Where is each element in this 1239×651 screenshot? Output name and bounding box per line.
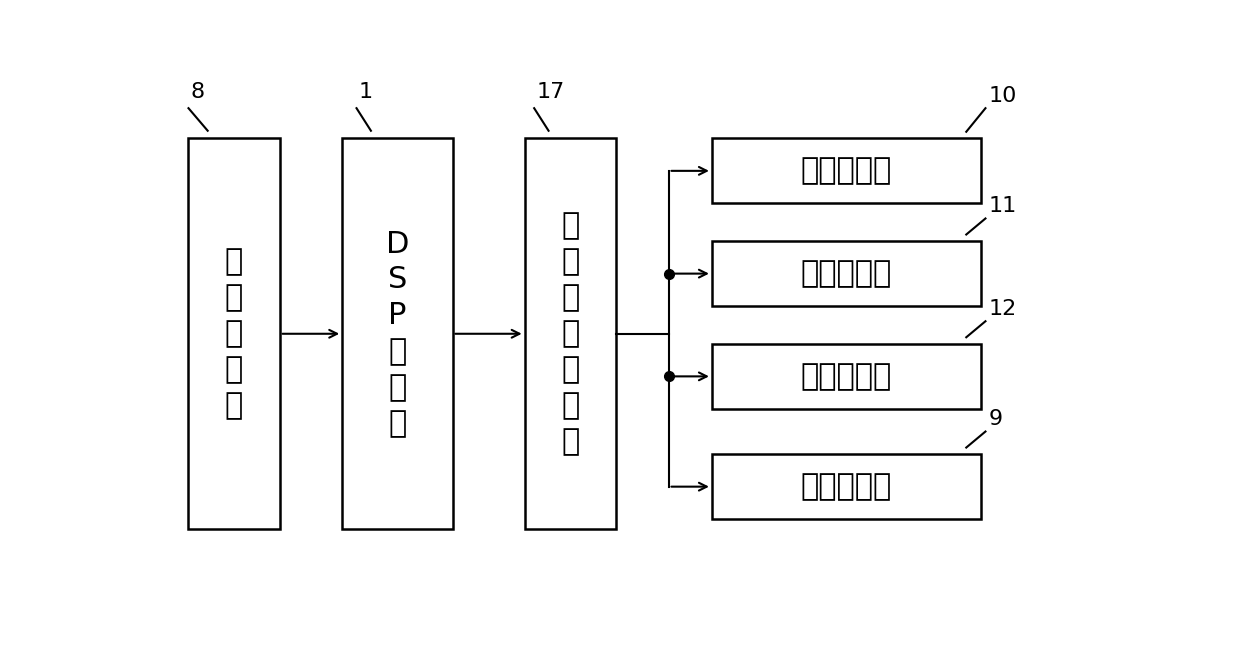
Text: 8: 8 xyxy=(191,82,204,102)
Bar xyxy=(711,138,981,203)
Text: D
S
P
控
制
板: D S P 控 制 板 xyxy=(385,230,409,438)
Text: 第三拍摄箱: 第三拍摄箱 xyxy=(800,362,892,391)
Text: 11: 11 xyxy=(989,196,1017,216)
Text: 第四拍摄箱: 第四拍摄箱 xyxy=(800,472,892,501)
Text: 步
进
电
机
驱
动
器: 步 进 电 机 驱 动 器 xyxy=(561,212,580,456)
Bar xyxy=(188,138,280,529)
Bar xyxy=(711,241,981,306)
Text: 第二拍摄箱: 第二拍摄箱 xyxy=(800,259,892,288)
Bar xyxy=(711,344,981,409)
Bar xyxy=(524,138,616,529)
Bar xyxy=(342,138,452,529)
Text: 10: 10 xyxy=(989,86,1017,105)
Text: 9: 9 xyxy=(989,409,1002,429)
Text: 第一拍摄箱: 第一拍摄箱 xyxy=(800,156,892,186)
Text: 17: 17 xyxy=(536,82,564,102)
Text: 1: 1 xyxy=(358,82,373,102)
Text: 12: 12 xyxy=(989,299,1017,319)
Text: 车
轮
传
感
器: 车 轮 传 感 器 xyxy=(225,247,243,420)
Bar xyxy=(711,454,981,519)
